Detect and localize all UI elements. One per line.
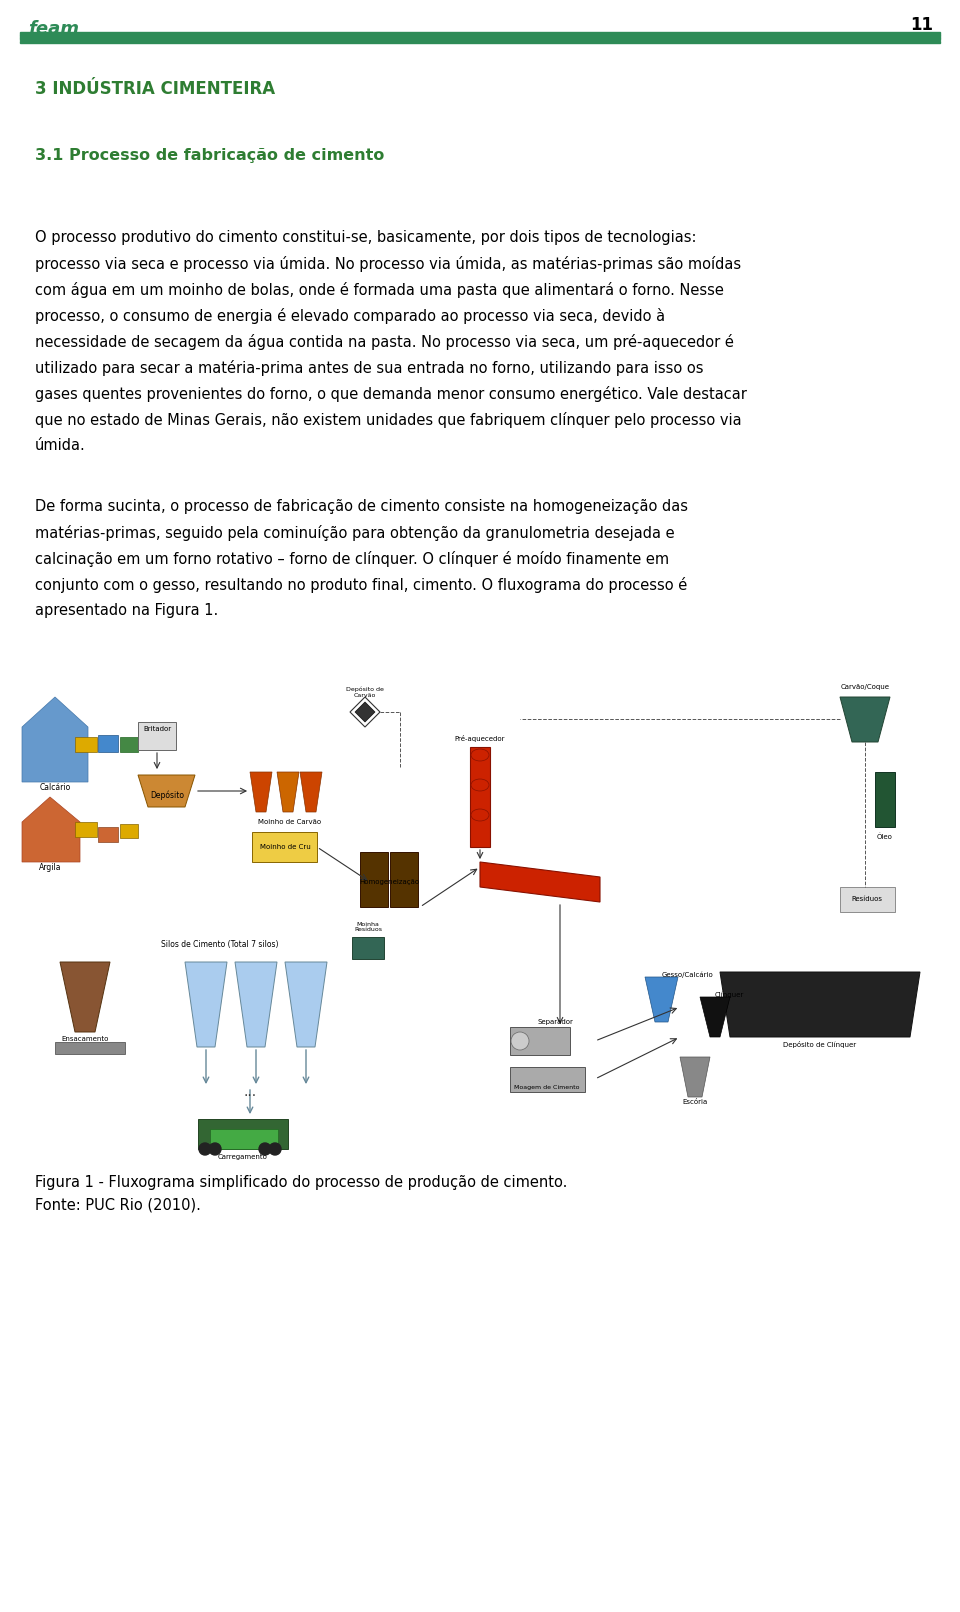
Circle shape: [199, 1143, 211, 1156]
Bar: [20, 667, 940, 1157]
Text: apresentado na Figura 1.: apresentado na Figura 1.: [35, 603, 218, 617]
Bar: [55, 1041, 125, 1054]
Text: que no estado de Minas Gerais, não existem unidades que fabriquem clínquer pelo : que no estado de Minas Gerais, não exist…: [35, 413, 742, 429]
Bar: [75, 822, 97, 837]
Text: Moagem de Cimento: Moagem de Cimento: [515, 1085, 580, 1090]
Text: Depósito de Clínquer: Depósito de Clínquer: [783, 1041, 856, 1048]
Polygon shape: [22, 696, 88, 782]
Text: Carregamento: Carregamento: [218, 1154, 268, 1161]
Bar: [470, 746, 490, 846]
Bar: [120, 824, 138, 838]
Bar: [20, 35, 940, 39]
Polygon shape: [840, 696, 890, 742]
Text: De forma sucinta, o processo de fabricação de cimento consiste na homogeneização: De forma sucinta, o processo de fabricaç…: [35, 500, 688, 514]
Text: O processo produtivo do cimento constitui-se, basicamente, por dois tipos de tec: O processo produtivo do cimento constitu…: [35, 231, 697, 245]
Ellipse shape: [471, 809, 489, 821]
Text: Argila: Argila: [38, 862, 61, 872]
Text: conjunto com o gesso, resultando no produto final, cimento. O fluxograma do proc: conjunto com o gesso, resultando no prod…: [35, 577, 687, 593]
Bar: [20, 40, 940, 44]
Polygon shape: [645, 977, 678, 1022]
Polygon shape: [300, 772, 322, 812]
Bar: [138, 722, 176, 750]
Text: matérias-primas, seguido pela cominuíção para obtenção da granulometria desejada: matérias-primas, seguido pela cominuíção…: [35, 526, 675, 542]
Text: ...: ...: [244, 1085, 256, 1099]
Polygon shape: [235, 962, 277, 1048]
Circle shape: [511, 1032, 529, 1049]
Bar: [20, 39, 940, 40]
Text: Separador: Separador: [537, 1019, 573, 1025]
Bar: [360, 853, 388, 908]
Polygon shape: [720, 972, 920, 1037]
Text: úmida.: úmida.: [35, 438, 85, 453]
Bar: [390, 853, 418, 908]
Text: Fonte: PUC Rio (2010).: Fonte: PUC Rio (2010).: [35, 1198, 201, 1212]
Polygon shape: [22, 796, 80, 862]
Bar: [352, 937, 384, 959]
Text: Moinho de Carvão: Moinho de Carvão: [258, 819, 322, 825]
Text: utilizado para secar a matéria-prima antes de sua entrada no forno, utilizando p: utilizado para secar a matéria-prima ant…: [35, 359, 704, 376]
Bar: [20, 32, 940, 35]
Text: Ensacamento: Ensacamento: [61, 1037, 108, 1041]
Text: Britador: Britador: [143, 725, 171, 732]
Bar: [210, 1128, 278, 1149]
Text: Moinha
Resíduos: Moinha Resíduos: [354, 922, 382, 932]
Polygon shape: [250, 772, 272, 812]
Text: Gesso/Calcário: Gesso/Calcário: [662, 972, 713, 978]
Text: Silos de Cimento (Total 7 silos): Silos de Cimento (Total 7 silos): [161, 940, 278, 949]
Polygon shape: [277, 772, 299, 812]
Text: feam: feam: [28, 19, 79, 39]
Polygon shape: [355, 701, 375, 722]
Bar: [875, 772, 895, 827]
Text: Carvão/Coque: Carvão/Coque: [841, 683, 890, 690]
Polygon shape: [350, 696, 380, 727]
Bar: [252, 832, 317, 862]
Text: Escória: Escória: [683, 1099, 708, 1104]
Polygon shape: [480, 862, 600, 903]
Polygon shape: [138, 775, 195, 808]
Bar: [840, 887, 895, 912]
Text: Figura 1 - Fluxograma simplificado do processo de produção de cimento.: Figura 1 - Fluxograma simplificado do pr…: [35, 1175, 567, 1190]
Text: Calcário: Calcário: [39, 782, 71, 791]
Polygon shape: [285, 962, 327, 1048]
Text: Depósito: Depósito: [150, 790, 184, 800]
Circle shape: [269, 1143, 281, 1156]
Ellipse shape: [471, 779, 489, 791]
Bar: [120, 737, 138, 753]
Bar: [510, 1027, 570, 1054]
Text: calcinação em um forno rotativo – forno de clínquer. O clínquer é moído finament: calcinação em um forno rotativo – forno …: [35, 551, 669, 567]
Ellipse shape: [471, 750, 489, 761]
Bar: [98, 735, 118, 753]
Text: gases quentes provenientes do forno, o que demanda menor consumo energético. Val: gases quentes provenientes do forno, o q…: [35, 385, 747, 401]
Text: Clínquer: Clínquer: [715, 991, 744, 998]
Text: necessidade de secagem da água contida na pasta. No processo via seca, um pré-aq: necessidade de secagem da água contida n…: [35, 334, 733, 350]
Text: Homogeneização: Homogeneização: [359, 879, 420, 885]
Bar: [198, 1119, 288, 1149]
Text: Óleo: Óleo: [877, 833, 893, 840]
Bar: [510, 1067, 585, 1091]
Text: Depósito de
Carvão: Depósito de Carvão: [346, 687, 384, 698]
Text: Pré-aquecedor: Pré-aquecedor: [455, 735, 505, 743]
Polygon shape: [680, 1057, 710, 1098]
Text: Moinho de Cru: Moinho de Cru: [259, 845, 310, 850]
Polygon shape: [700, 996, 730, 1037]
Text: 11: 11: [910, 16, 933, 34]
Bar: [75, 737, 97, 753]
Polygon shape: [185, 962, 227, 1048]
Bar: [98, 827, 118, 841]
Text: 3 INDÚSTRIA CIMENTEIRA: 3 INDÚSTRIA CIMENTEIRA: [35, 81, 276, 98]
Text: processo via seca e processo via úmida. No processo via úmida, as matérias-prima: processo via seca e processo via úmida. …: [35, 256, 741, 272]
Text: 3.1 Processo de fabricação de cimento: 3.1 Processo de fabricação de cimento: [35, 148, 384, 163]
Text: Resíduos: Resíduos: [852, 896, 882, 903]
Text: com água em um moinho de bolas, onde é formada uma pasta que alimentará o forno.: com água em um moinho de bolas, onde é f…: [35, 282, 724, 298]
Circle shape: [209, 1143, 221, 1156]
Text: processo, o consumo de energia é elevado comparado ao processo via seca, devido : processo, o consumo de energia é elevado…: [35, 308, 665, 324]
Polygon shape: [60, 962, 110, 1032]
Circle shape: [259, 1143, 271, 1156]
